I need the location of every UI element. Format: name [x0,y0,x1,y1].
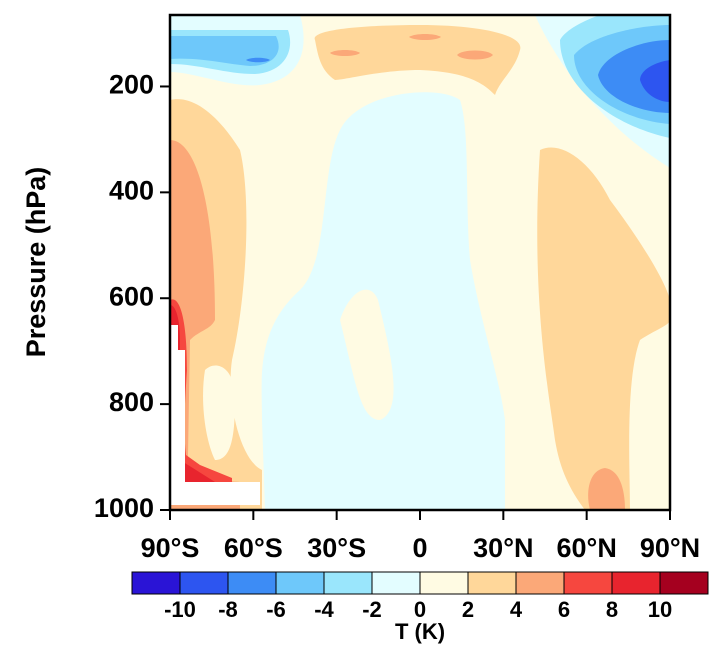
colorbar-box [227,571,277,595]
colorbar-box [179,571,229,595]
colorbar-tick-label: -4 [314,597,334,622]
x-tick-label: 60°S [224,533,283,563]
x-tick-label: 90°S [141,533,200,563]
colorbar: T (K) -10 -8 -6 -4 -2 0 2 4 6 8 10 [131,571,709,644]
y-tick-label: 800 [109,387,154,417]
colorbar-box [323,571,373,595]
colorbar-box [515,571,565,595]
y-axis-label: Pressure (hPa) [21,167,51,358]
contour-region [340,289,394,420]
colorbar-title: T (K) [395,619,445,644]
colorbar-tick-label: 10 [648,597,672,622]
colorbar-tick-label: -2 [362,597,382,622]
contour-region [457,50,493,60]
y-tick-label: 600 [109,281,154,311]
contour-region [314,25,521,95]
contour-region [246,57,270,63]
colorbar-box [371,571,421,595]
colorbar-tick-label: -6 [266,597,286,622]
x-tick-label: 30°N [473,533,533,563]
y-tick-label: 1000 [94,493,154,523]
y-tick-label: 400 [109,175,154,205]
colorbar-tick-label: 2 [462,597,474,622]
colorbar-box [563,571,613,595]
colorbar-tick-label: -10 [164,597,196,622]
contour-region [640,60,670,102]
colorbar-box [659,571,709,595]
axes: 90°S 60°S 30°S 0 30°N 60°N 90°N 200 400 600 800 100… [94,70,700,564]
contour-region [170,140,240,510]
colorbar-tick-label: 8 [606,597,618,622]
x-tick-label: 30°S [307,533,366,563]
colorbar-box [467,571,517,595]
y-tick-label: 200 [109,70,154,100]
missing-data [170,325,260,505]
x-tick-label: 0 [412,533,427,563]
colorbar-box [419,571,469,595]
colorbar-box [131,571,181,595]
contour-region [261,92,505,510]
colorbar-tick-label: 6 [558,597,570,622]
x-tick-label: 90°N [640,533,700,563]
contour-field [170,15,670,510]
contour-region [409,34,441,40]
contour-region [330,50,360,56]
contour-region [170,299,232,486]
colorbar-tick-label: -8 [218,597,238,622]
colorbar-tick-label: 0 [414,597,426,622]
colorbar-box [275,571,325,595]
contour-region [203,365,235,460]
colorbar-box [611,571,661,595]
contour-region [588,468,625,510]
colorbar-tick-label: 4 [510,597,523,622]
contour-region [629,320,670,510]
x-tick-label: 60°N [557,533,617,563]
